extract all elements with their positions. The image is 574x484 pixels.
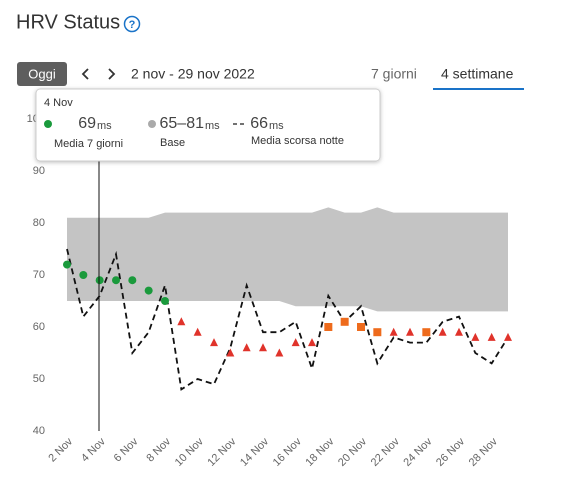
marker <box>95 276 104 285</box>
x-tick-label: 14 Nov <box>238 435 271 468</box>
marker <box>79 271 88 279</box>
marker <box>308 338 316 347</box>
tooltip-unit: ms <box>205 120 220 132</box>
today-button-label[interactable]: Oggi <box>28 66 56 81</box>
x-tick-label: 22 Nov <box>369 435 402 468</box>
marker <box>406 327 414 336</box>
marker <box>144 286 153 295</box>
marker <box>340 317 349 326</box>
tooltip: 4 Nov 69 ms Media 7 giorni 65–81 ms Base… <box>35 88 381 162</box>
marker <box>259 343 267 352</box>
x-tick-label: 26 Nov <box>434 435 467 468</box>
baseline-band <box>67 207 508 312</box>
x-tick-label: 10 Nov <box>173 435 206 468</box>
y-tick-label: 70 <box>33 269 45 281</box>
marker <box>226 348 235 357</box>
marker <box>455 327 463 336</box>
x-tick-label: 18 Nov <box>303 435 336 468</box>
x-tick-label: 12 Nov <box>205 435 238 468</box>
tooltip-label: Base <box>160 137 185 149</box>
marker <box>373 328 382 337</box>
date-range: 2 nov - 29 nov 2022 <box>131 66 255 82</box>
y-tick-label: 50 <box>33 373 45 385</box>
marker <box>161 297 169 305</box>
x-tick-label: 6 Nov <box>112 435 141 464</box>
x-tick-label: 2 Nov <box>46 435 75 464</box>
marker <box>357 323 365 331</box>
x-tick-label: 4 Nov <box>79 435 108 464</box>
tooltip-label: Media 7 giorni <box>54 138 123 150</box>
y-tick-label: 60 <box>33 321 45 333</box>
tooltip-date: 4 Nov <box>44 97 73 109</box>
marker <box>210 338 218 347</box>
marker <box>193 327 202 336</box>
x-tick-label: 8 Nov <box>144 435 173 464</box>
help-icon[interactable] <box>123 15 141 33</box>
marker <box>291 338 300 347</box>
tooltip-value: 66 <box>250 115 268 132</box>
marker <box>242 343 251 352</box>
tooltip-dot <box>44 120 52 128</box>
tab-selected[interactable]: 4 settimane <box>441 66 514 82</box>
y-tick-label: 40 <box>33 425 45 437</box>
marker <box>112 276 120 285</box>
marker <box>438 327 447 336</box>
marker <box>471 332 480 341</box>
marker <box>275 348 284 357</box>
prev-arrow[interactable] <box>81 68 89 80</box>
page-title: HRV Status <box>16 11 120 33</box>
x-tick-label: 24 Nov <box>401 435 434 468</box>
x-tick-label: 20 Nov <box>336 435 369 468</box>
tooltip-value: 69 <box>78 115 96 132</box>
tooltip-unit: ms <box>97 120 112 132</box>
tooltip-unit: ms <box>269 120 284 132</box>
tab[interactable]: 7 giorni <box>371 66 417 82</box>
today-button[interactable] <box>17 62 67 86</box>
help-icon-label[interactable]: ? <box>129 19 136 31</box>
marker <box>177 317 186 326</box>
marker <box>422 328 431 337</box>
y-tick-label: 80 <box>33 217 45 229</box>
marker <box>504 332 512 341</box>
tooltip-value: 65–81 <box>160 115 205 132</box>
next-arrow[interactable] <box>108 68 116 80</box>
marker <box>128 276 137 285</box>
marker <box>324 323 333 331</box>
marker <box>63 260 71 269</box>
marker <box>389 327 398 336</box>
tooltip-label: Media scorsa notte <box>251 135 344 147</box>
marker <box>487 332 496 341</box>
x-tick-label: 28 Nov <box>467 435 500 468</box>
nightly-line <box>66 248 509 391</box>
tooltip-box <box>35 88 381 162</box>
y-tick-label: 90 <box>33 165 45 177</box>
tooltip-dot <box>148 120 156 128</box>
x-tick-label: 16 Nov <box>271 435 304 468</box>
